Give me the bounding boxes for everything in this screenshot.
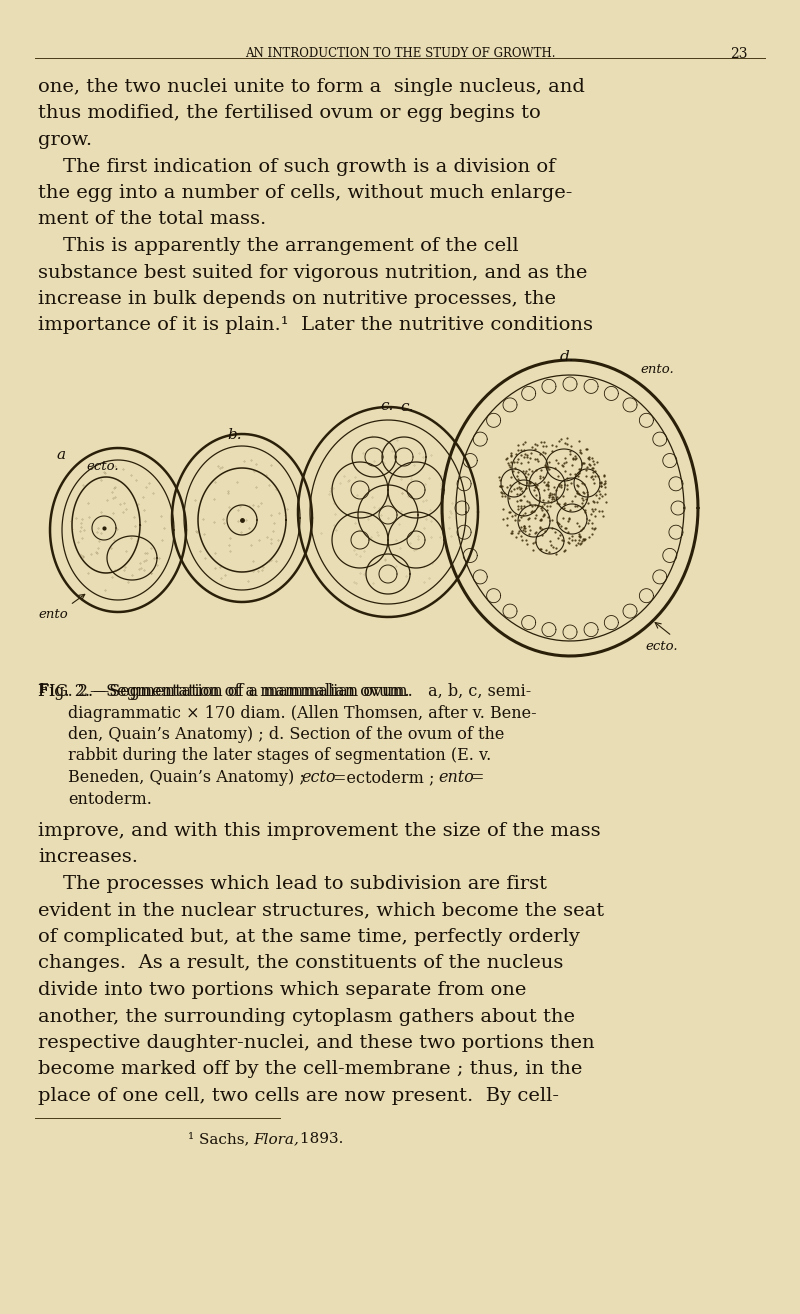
Text: importance of it is plain.¹  Later the nutritive conditions: importance of it is plain.¹ Later the nu…	[38, 317, 593, 335]
Text: a: a	[56, 448, 65, 463]
Text: d.: d.	[560, 350, 574, 364]
Text: F: F	[38, 683, 47, 696]
Text: changes.  As a result, the constituents of the nucleus: changes. As a result, the constituents o…	[38, 954, 563, 972]
Text: grow.: grow.	[38, 131, 92, 148]
Text: Beneden, Quain’s Anatomy) ;: Beneden, Quain’s Anatomy) ;	[68, 769, 310, 786]
Text: thus modified, the fertilised ovum or egg begins to: thus modified, the fertilised ovum or eg…	[38, 105, 541, 122]
Text: respective daughter-nuclei, and these two portions then: respective daughter-nuclei, and these tw…	[38, 1034, 594, 1053]
Text: =: =	[470, 769, 483, 786]
Text: place of one cell, two cells are now present.  By cell-: place of one cell, two cells are now pre…	[38, 1087, 559, 1105]
Text: ecto.: ecto.	[645, 640, 678, 653]
Text: rabbit during the later stages of segmentation (E. v.: rabbit during the later stages of segmen…	[68, 748, 491, 765]
Text: FIG. 2.—Segmentation of a mammalian ovum.   a, b, c, semi-: FIG. 2.—Segmentation of a mammalian ovum…	[38, 683, 531, 700]
Text: 1893.: 1893.	[295, 1131, 343, 1146]
Text: increase in bulk depends on nutritive processes, the: increase in bulk depends on nutritive pr…	[38, 290, 556, 307]
Text: ecto: ecto	[301, 769, 335, 786]
Text: improve, and with this improvement the size of the mass: improve, and with this improvement the s…	[38, 823, 601, 840]
Text: one, the two nuclei unite to form a  single nucleus, and: one, the two nuclei unite to form a sing…	[38, 78, 585, 96]
Text: AN INTRODUCTION TO THE STUDY OF GROWTH.: AN INTRODUCTION TO THE STUDY OF GROWTH.	[245, 47, 555, 60]
Text: The first indication of such growth is a division of: The first indication of such growth is a…	[38, 158, 555, 176]
Text: This is apparently the arrangement of the cell: This is apparently the arrangement of th…	[38, 237, 518, 255]
Text: evident in the nuclear structures, which become the seat: evident in the nuclear structures, which…	[38, 901, 604, 920]
Text: =ectoderm ;: =ectoderm ;	[333, 769, 440, 786]
Text: become marked off by the cell-membrane ; thus, in the: become marked off by the cell-membrane ;…	[38, 1060, 582, 1079]
Text: ¹ Sachs,: ¹ Sachs,	[188, 1131, 254, 1146]
Text: 23: 23	[730, 47, 747, 60]
Text: divide into two portions which separate from one: divide into two portions which separate …	[38, 982, 526, 999]
Text: The processes which lead to subdivision are first: The processes which lead to subdivision …	[38, 875, 547, 894]
Text: b.: b.	[227, 428, 242, 442]
Text: substance best suited for vigorous nutrition, and as the: substance best suited for vigorous nutri…	[38, 264, 587, 281]
Text: ento: ento	[38, 608, 68, 622]
Text: ecto.: ecto.	[86, 460, 118, 473]
Text: entoderm.: entoderm.	[68, 791, 152, 808]
Text: c.: c.	[400, 399, 414, 414]
Text: den, Quain’s Anatomy) ; d. Section of the ovum of the: den, Quain’s Anatomy) ; d. Section of th…	[68, 727, 504, 742]
Text: of complicated but, at the same time, perfectly orderly: of complicated but, at the same time, pe…	[38, 928, 580, 946]
Text: the egg into a number of cells, without much enlarge-: the egg into a number of cells, without …	[38, 184, 572, 202]
Text: another, the surrounding cytoplasm gathers about the: another, the surrounding cytoplasm gathe…	[38, 1008, 575, 1025]
Text: Flora,: Flora,	[253, 1131, 299, 1146]
Text: increases.: increases.	[38, 849, 138, 866]
Text: ento: ento	[438, 769, 474, 786]
Text: Fig. 2.—Segmentation of a mammalian ovum.: Fig. 2.—Segmentation of a mammalian ovum…	[38, 683, 425, 700]
Text: ment of the total mass.: ment of the total mass.	[38, 210, 266, 229]
Text: diagrammatic × 170 diam. (Allen Thomsen, after v. Bene-: diagrammatic × 170 diam. (Allen Thomsen,…	[68, 704, 537, 721]
Text: c.: c.	[380, 399, 394, 413]
Text: ento.: ento.	[640, 363, 674, 376]
